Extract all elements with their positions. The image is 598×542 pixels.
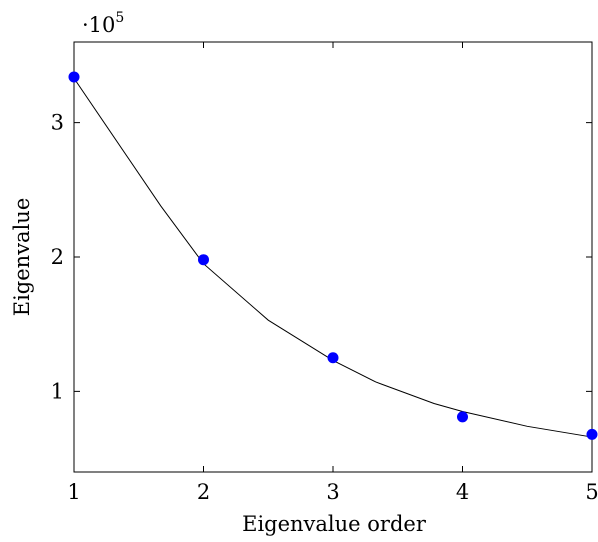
data-point [327,352,339,364]
fit-curve-layer [73,77,593,438]
labels-layer: Eigenvalue order Eigenvalue ·105 [10,10,427,536]
x-tick-label: 5 [585,480,598,504]
x-tick-label: 4 [456,480,469,504]
data-points-layer [68,71,598,440]
x-axis-label: Eigenvalue order [242,512,427,536]
x-tick-label: 3 [326,480,339,504]
x-tick-label: 1 [67,480,80,504]
y-axis-multiplier: ·105 [82,10,124,37]
y-tick-label: 3 [51,111,64,135]
data-point [68,71,80,83]
y-axis-multiplier-exponent: 5 [115,10,124,26]
data-point [198,254,209,266]
data-point [586,428,598,440]
y-tick-label: 2 [51,245,64,269]
fit-curve [73,77,593,438]
axes: 1 2 3 4 5 1 2 3 [51,41,598,504]
y-axis-label: Eigenvalue [10,198,34,317]
y-axis-multiplier-base: ·10 [82,13,115,37]
plot-frame [73,41,593,473]
x-tick-label: 2 [197,480,210,504]
data-point [457,411,468,423]
y-tick-label: 1 [51,379,64,403]
